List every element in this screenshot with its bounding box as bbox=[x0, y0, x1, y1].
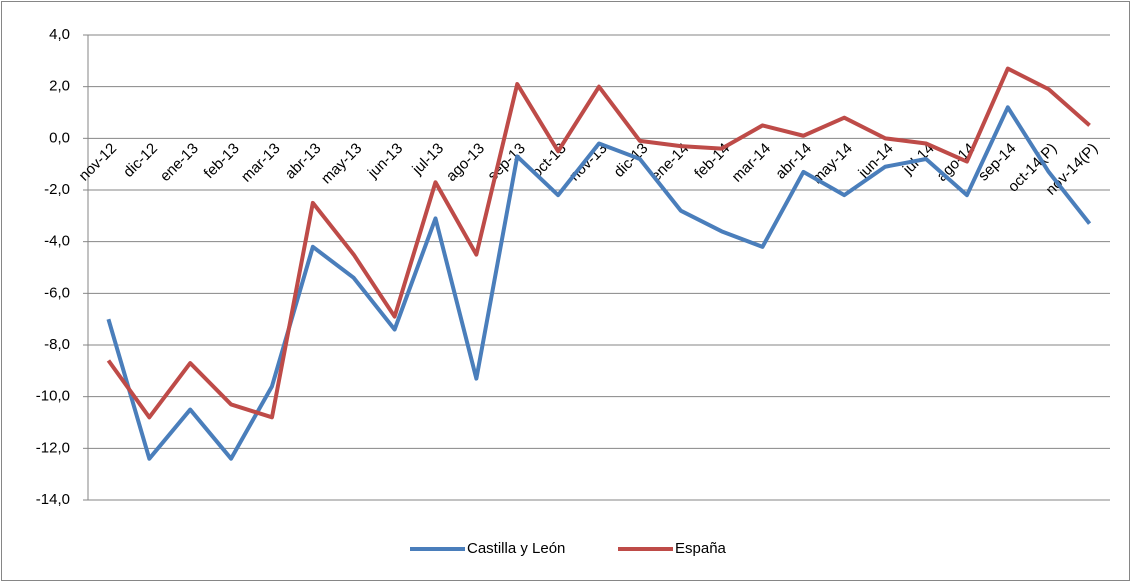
legend-label: Castilla y León bbox=[467, 540, 565, 557]
y-tick-label: -10,0 bbox=[36, 388, 70, 405]
legend-label: España bbox=[675, 540, 727, 557]
y-tick-label: -4,0 bbox=[44, 233, 70, 250]
y-tick-label: -8,0 bbox=[44, 336, 70, 353]
series-line bbox=[106, 105, 1092, 461]
y-tick-label: 4,0 bbox=[49, 26, 70, 43]
y-tick-label: 0,0 bbox=[49, 129, 70, 146]
y-tick-label: -2,0 bbox=[44, 181, 70, 198]
y-tick-label: -12,0 bbox=[36, 439, 70, 456]
series-line bbox=[106, 66, 1091, 420]
y-tick-label: -6,0 bbox=[44, 284, 70, 301]
y-tick-label: -14,0 bbox=[36, 491, 70, 508]
y-tick-label: 2,0 bbox=[49, 78, 70, 95]
